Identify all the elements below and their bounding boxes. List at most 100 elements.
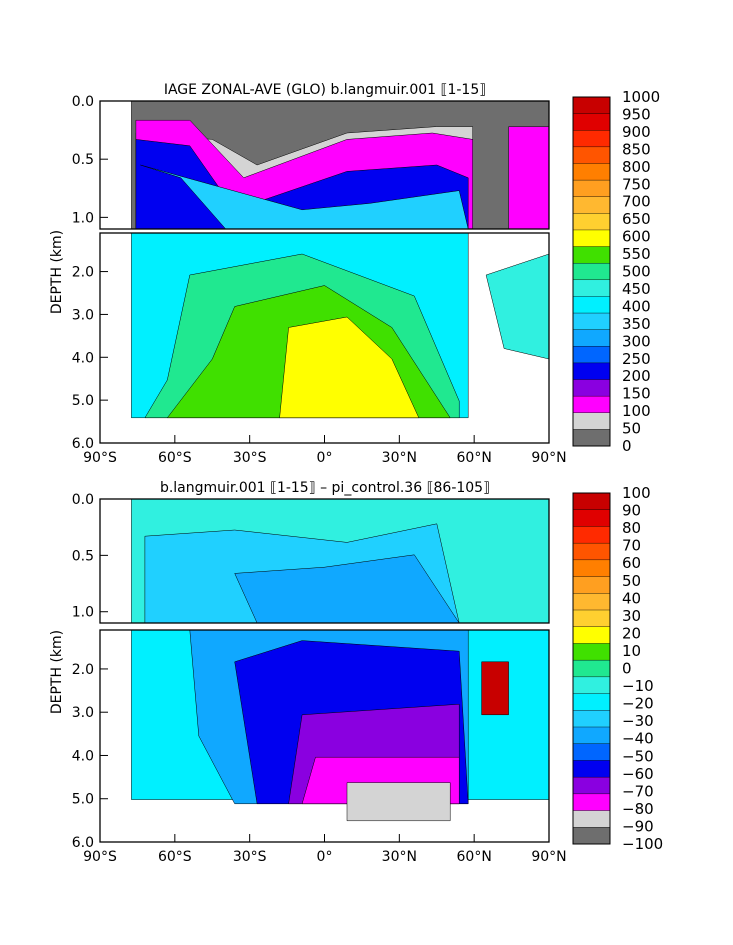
y-tick-label: 3.0 — [72, 705, 94, 721]
colorbar-label: 500 — [622, 263, 651, 281]
colorbar-label: 850 — [622, 140, 651, 158]
colorbar-swatch — [572, 163, 611, 181]
colorbar-swatch — [572, 346, 611, 364]
colorbar-label: 800 — [622, 158, 651, 176]
colorbar-label: 350 — [622, 315, 651, 333]
panel-1-y-ticks: 0.0 0.5 1.0 2.0 3.0 4.0 5.0 6.0 — [72, 94, 108, 452]
colorbar-swatch — [572, 262, 611, 281]
panel-2-ylabel: DEPTH (km) — [49, 630, 65, 714]
colorbar-swatch — [572, 96, 611, 115]
colorbar-label: 80 — [622, 519, 641, 537]
contour-band — [481, 661, 509, 716]
panel-1: IAGE ZONAL-AVE (GLO) b.langmuir.001 ⟦1-1… — [49, 82, 660, 466]
x-tick-label: 60°S — [158, 849, 192, 865]
colorbar-swatch — [572, 542, 611, 561]
contour-band — [279, 316, 420, 419]
colorbar-label: 0 — [622, 660, 632, 678]
colorbar-swatch — [572, 312, 611, 331]
x-tick-label: 60°N — [457, 849, 492, 865]
x-tick-label: 0° — [317, 849, 333, 865]
x-tick-label: 30°S — [233, 849, 267, 865]
panel-2-title: b.langmuir.001 ⟦1-15⟧ – pi_control.36 ⟦8… — [160, 480, 490, 496]
colorbar-swatch — [572, 362, 611, 381]
colorbar-frame — [572, 96, 611, 447]
colorbar-swatch — [572, 296, 611, 314]
contour-band — [140, 164, 469, 230]
colorbar-swatch — [572, 429, 611, 447]
colorbar-label: −100 — [622, 835, 663, 853]
colorbar-swatch — [572, 196, 611, 214]
colorbar-label: 1000 — [622, 88, 660, 106]
x-tick-label: 90°S — [83, 849, 117, 865]
colorbar-label: 250 — [622, 350, 651, 368]
colorbar-swatch — [572, 676, 611, 695]
colorbar-frame — [572, 492, 611, 845]
y-tick-label: 1.0 — [72, 605, 94, 621]
x-tick-label: 0° — [317, 450, 333, 466]
colorbar-swatch — [572, 710, 611, 728]
panel-1-title: IAGE ZONAL-AVE (GLO) b.langmuir.001 ⟦1-1… — [164, 82, 486, 98]
colorbar-swatch — [572, 643, 611, 661]
y-tick-label: 0.5 — [72, 152, 94, 168]
colorbar-label: −90 — [622, 817, 654, 835]
colorbar-label: 600 — [622, 228, 651, 246]
x-tick-label: 90°S — [83, 450, 117, 466]
colorbar-swatch — [572, 743, 611, 761]
y-tick-label: 2.0 — [72, 265, 94, 281]
colorbar-label: −40 — [622, 730, 654, 748]
y-tick-label: 5.0 — [72, 393, 94, 409]
panel-1-colorbar: 1000950900850800750700650600550500450400… — [572, 88, 660, 455]
y-tick-label: 0.0 — [72, 94, 94, 110]
panel-1-ylabel: DEPTH (km) — [49, 230, 65, 314]
colorbar-swatch — [572, 626, 611, 644]
x-tick-label: 90°N — [531, 450, 566, 466]
colorbar-swatch — [572, 509, 611, 527]
panel-1-upper-frame — [99, 100, 550, 230]
y-tick-label: 5.0 — [72, 792, 94, 808]
contour-band — [508, 126, 550, 230]
y-tick-label: 6.0 — [72, 835, 94, 851]
colorbar-label: 40 — [622, 589, 641, 607]
colorbar-label: 50 — [622, 420, 641, 438]
contour-band — [346, 782, 451, 822]
colorbar-label: −10 — [622, 677, 654, 695]
panel-2: b.langmuir.001 ⟦1-15⟧ – pi_control.36 ⟦8… — [49, 480, 663, 865]
colorbar-label: −30 — [622, 712, 654, 730]
x-tick-label: 30°S — [233, 450, 267, 466]
panel-2-x-ticks: 90°S 60°S 30°S 0° 30°N 60°N 90°N — [83, 834, 567, 865]
colorbar-label: −80 — [622, 800, 654, 818]
colorbar-label: −50 — [622, 747, 654, 765]
colorbar-swatch — [572, 329, 611, 347]
colorbar-swatch — [572, 213, 611, 231]
colorbar-label: 200 — [622, 367, 651, 385]
panel-1-upper-contours — [131, 100, 550, 230]
colorbar-label: 0 — [622, 437, 632, 455]
x-tick-label: 30°N — [382, 450, 417, 466]
colorbar-swatch — [572, 146, 611, 164]
y-tick-label: 4.0 — [72, 350, 94, 366]
panel-1-x-ticks: 90°S 60°S 30°S 0° 30°N 60°N 90°N — [83, 435, 567, 466]
panel-2-upper-frame — [99, 498, 550, 624]
colorbar-swatch — [572, 113, 611, 131]
colorbar-swatch — [572, 395, 611, 414]
colorbar-label: −20 — [622, 695, 654, 713]
y-tick-label: 4.0 — [72, 748, 94, 764]
colorbar-swatch — [572, 246, 611, 264]
colorbar-swatch — [572, 593, 611, 611]
colorbar-swatch — [572, 559, 611, 578]
panel-2-y-ticks: 0.0 0.5 1.0 2.0 3.0 4.0 5.0 6.0 — [72, 492, 108, 851]
colorbar-label: 650 — [622, 210, 651, 228]
y-tick-label: 0.0 — [72, 492, 94, 508]
y-tick-label: 2.0 — [72, 662, 94, 678]
colorbar-label: 550 — [622, 245, 651, 263]
x-tick-label: 60°N — [457, 450, 492, 466]
colorbar-label: 700 — [622, 193, 651, 211]
panel-1-lower-contours — [131, 232, 550, 419]
colorbar-swatch — [572, 827, 611, 845]
colorbar-label: 60 — [622, 554, 641, 572]
y-tick-label: 1.0 — [72, 210, 94, 226]
colorbar-label: −60 — [622, 765, 654, 783]
colorbar-label: 50 — [622, 572, 641, 590]
y-tick-label: 0.5 — [72, 548, 94, 564]
